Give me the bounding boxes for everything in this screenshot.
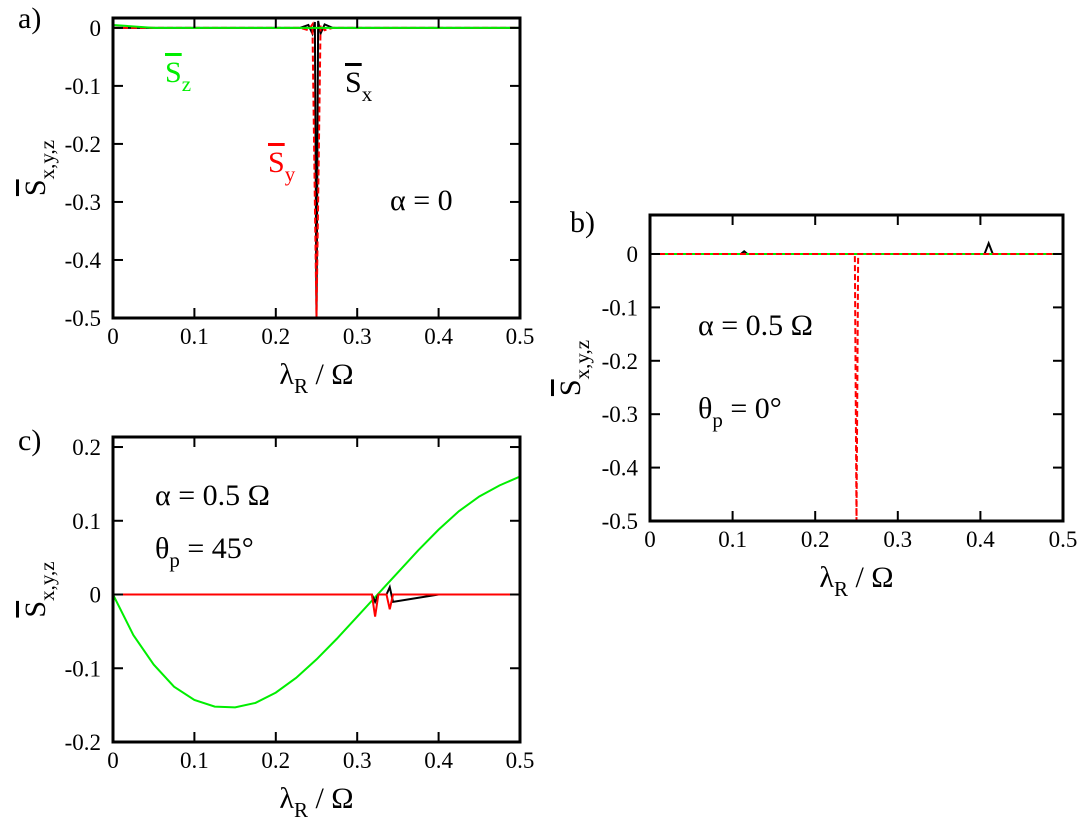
y-tick-label: -0.4 [602,456,639,481]
panel: 0 0.1 0.2 0.3 0.4 0.5 0 -0.1 -0.2 -0.3 -0.4 -0.5 a) λ… [18,2,534,398]
y-tick-label: -0.5 [602,509,638,534]
plot-area [650,240,1063,521]
x-tick-label: 0.5 [506,748,535,773]
annotation-sub: p [712,408,723,432]
x-tick-label: 0.1 [180,748,209,773]
y-tick-label: -0.1 [65,74,101,99]
plot-frame [111,16,522,320]
y-tick-label: 0 [627,242,639,267]
x-tick-label: 0.4 [424,324,453,349]
series-line [113,475,520,709]
x-tick-label: 0.3 [343,324,372,349]
annotation: α = 0.5 Ω [698,309,813,342]
panel-label: a) [18,2,41,35]
panel: 0 0.1 0.2 0.3 0.4 0.5 0.2 0.1 0 -0.1 -0.2 c) λR / Ω S… [18,424,534,822]
y-tick-label: -0.3 [65,190,101,215]
y-axis-label-sub: x,y,z [570,340,594,379]
y-axis-label: Sx,y,z [19,561,59,617]
x-axis-label-sub: R [834,577,848,601]
series-name-sub: y [285,162,296,186]
panel-label: b) [570,206,595,239]
y-tick-label: 0.2 [72,435,101,460]
y-tick-label: -0.2 [65,132,101,157]
y-tick-label: -0.2 [602,349,638,374]
y-axis-label-main: S [19,601,52,618]
x-axis-label-main: λ [819,561,834,594]
x-axis-label: λR / Ω [819,561,893,601]
annotation-tail: = 45° [180,532,254,565]
y-axis-label: Sx,y,z [554,340,594,396]
y-tick-label: -0.1 [602,295,638,320]
x-axis-label-sub: R [294,374,308,398]
y-tick-label: -0.1 [65,656,101,681]
y-tick-label: -0.2 [65,730,101,755]
annotation: θp = 0° [698,392,782,432]
y-axis-label-main: S [19,179,52,196]
x-tick-label: 0.1 [718,527,747,552]
panel: 0 0.1 0.2 0.3 0.4 0.5 0 -0.1 -0.2 -0.3 -0.4 -0.5 b) λ… [554,206,1077,601]
x-axis-label-main: λ [279,782,294,815]
annotation-main: α = 0.5 Ω [155,479,270,512]
y-axis-label: Sx,y,z [19,140,59,196]
panel-label: c) [18,424,41,457]
x-tick-label: 0.2 [801,527,830,552]
annotation: α = 0 [390,184,453,217]
x-tick-label: 0.3 [883,527,912,552]
y-axis-label-sub: x,y,z [35,140,59,179]
x-tick-label: 0.5 [1049,527,1078,552]
series-name-main: S [165,56,182,89]
x-tick-label: 0 [107,324,119,349]
y-tick-label: 0.1 [72,509,101,534]
x-axis-label-tail: / Ω [308,782,354,815]
annotation-tail: = 0° [723,392,782,425]
annotation: θp = 45° [155,532,254,572]
series-line [650,252,1063,521]
x-tick-label: 0.2 [261,324,290,349]
y-tick-label: -0.4 [65,248,102,273]
x-tick-label: 0.3 [343,748,372,773]
annotation: α = 0.5 Ω [155,479,270,512]
y-tick-label: -0.3 [602,402,638,427]
x-tick-label: 0.2 [261,748,290,773]
plot-frame [111,435,522,744]
x-tick-label: 0.5 [506,324,535,349]
series-name-main: S [268,146,285,179]
annotation-sub: p [169,548,180,572]
series-name: Sz [165,56,191,96]
plot-area [113,475,520,709]
y-tick-label: 0 [90,16,102,41]
series-name: Sy [268,146,296,186]
annotation-main: θ [155,532,169,565]
y-axis-label-main: S [554,379,587,396]
x-tick-label: 0.4 [424,748,453,773]
annotation-main: θ [698,392,712,425]
x-tick-label: 0 [644,527,656,552]
plot-frame [648,213,1065,523]
x-axis-label-tail: / Ω [308,358,354,391]
x-axis-label: λR / Ω [279,358,353,398]
x-axis-label-tail: / Ω [848,561,894,594]
annotation-main: α = 0.5 Ω [698,309,813,342]
x-axis-label-main: λ [279,358,294,391]
x-axis-label-sub: R [294,798,308,822]
series-line [113,23,520,29]
x-tick-label: 0.4 [966,527,995,552]
y-axis-label-sub: x,y,z [35,561,59,600]
plot-area [113,20,520,318]
series-line [650,240,1063,255]
series-line [113,593,520,617]
series-name-sub: x [362,82,373,106]
series-name: Sx [345,66,373,106]
y-tick-label: 0 [90,583,102,608]
annotation-main: α = 0 [390,184,453,217]
x-axis-label: λR / Ω [279,782,353,822]
series-name-sub: z [182,72,191,96]
y-tick-label: -0.5 [65,306,101,331]
x-tick-label: 0.1 [180,324,209,349]
series-name-main: S [345,66,362,99]
x-tick-label: 0 [107,748,119,773]
